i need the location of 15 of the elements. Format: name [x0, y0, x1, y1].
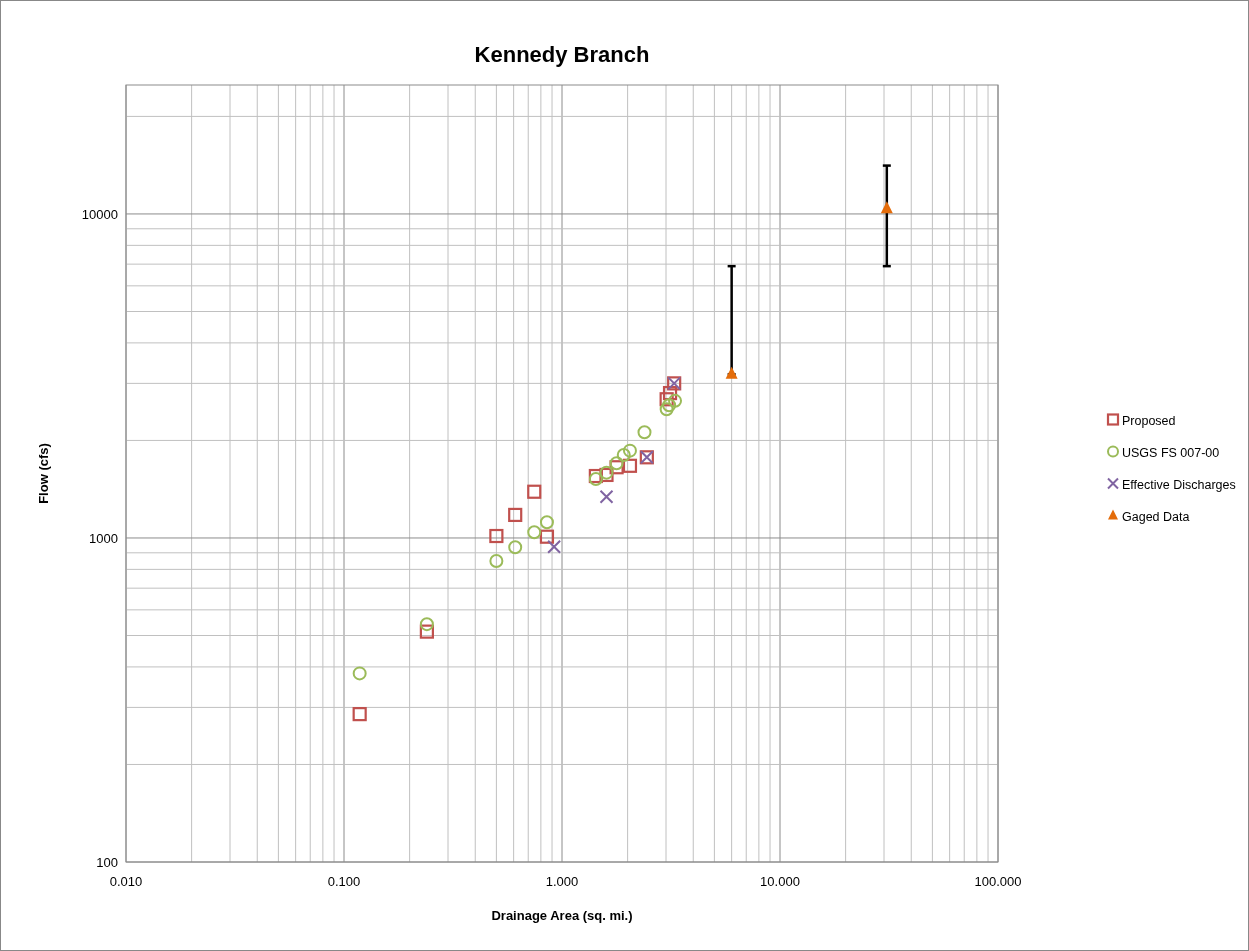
legend-label: Proposed: [1122, 413, 1176, 428]
y-tick-label: 1000: [89, 530, 118, 546]
x-axis-title: Drainage Area (sq. mi.): [491, 908, 633, 923]
chart-title: Kennedy Branch: [474, 42, 650, 67]
x-tick-label: 0.100: [327, 874, 361, 889]
x-tick-label: 100.000: [974, 874, 1022, 889]
legend-label: Effective Discharges: [1122, 477, 1236, 492]
x-tick-label: 1.000: [545, 874, 579, 889]
x-tick-label: 10.000: [760, 874, 800, 889]
y-tick-label: 10000: [81, 206, 118, 222]
y-tick-label: 100: [96, 855, 118, 870]
y-axis-title: Flow (cfs): [36, 443, 51, 504]
legend-label: Gaged Data: [1122, 509, 1190, 524]
legend-label: USGS FS 007-00: [1122, 445, 1220, 460]
x-tick-label: 0.010: [109, 874, 143, 889]
